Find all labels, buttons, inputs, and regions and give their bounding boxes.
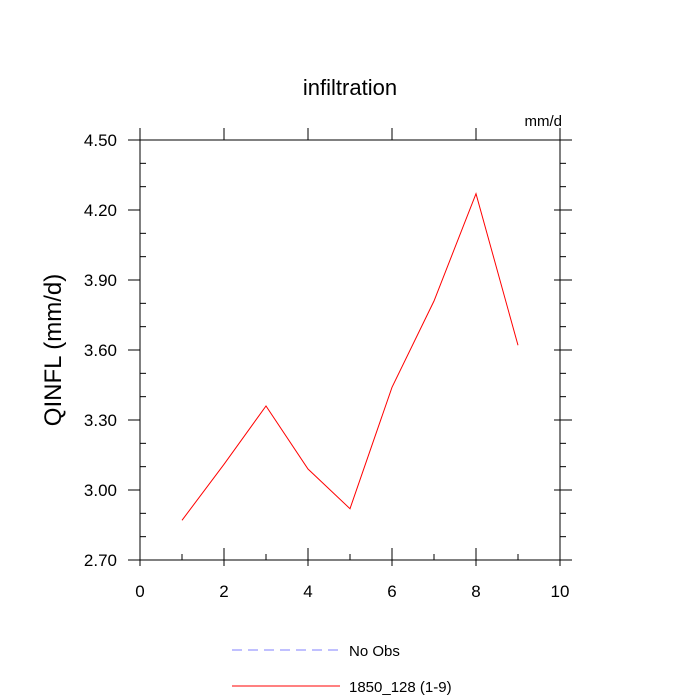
y-tick-label: 3.90 — [84, 271, 117, 290]
series-line — [181, 192, 519, 521]
chart-units: mm/d — [525, 113, 563, 130]
legend-label: No Obs — [349, 643, 400, 660]
y-tick-label: 3.30 — [84, 411, 117, 430]
x-axis-tick-labels: 0 2 4 6 8 10 — [135, 582, 569, 601]
x-axis-ticks — [139, 128, 561, 566]
plot-frame — [139, 139, 561, 561]
series-layer — [181, 192, 519, 521]
x-tick-label: 8 — [471, 582, 480, 601]
y-tick-label: 3.60 — [84, 341, 117, 360]
y-axis-label: QINFL (mm/d) — [40, 274, 67, 426]
y-tick-label: 2.70 — [84, 551, 117, 570]
legend: No Obs 1850_128 (1-9) — [232, 643, 452, 696]
x-tick-label: 10 — [551, 582, 570, 601]
y-axis-tick-labels: 2.70 3.00 3.30 3.60 3.90 4.20 4.50 — [84, 131, 117, 570]
y-tick-label: 4.20 — [84, 201, 117, 220]
x-tick-label: 4 — [303, 582, 312, 601]
x-tick-label: 0 — [135, 582, 144, 601]
chart-title: infiltration — [303, 75, 397, 100]
y-tick-label: 4.50 — [84, 131, 117, 150]
y-tick-label: 3.00 — [84, 481, 117, 500]
x-tick-label: 6 — [387, 582, 396, 601]
x-tick-label: 2 — [219, 582, 228, 601]
legend-label: 1850_128 (1-9) — [349, 679, 452, 696]
y-axis-ticks — [128, 139, 572, 561]
